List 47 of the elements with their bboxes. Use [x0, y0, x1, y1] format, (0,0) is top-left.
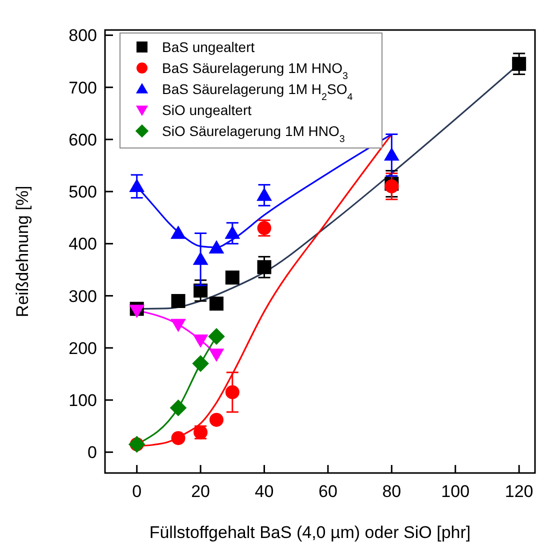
point — [192, 252, 208, 265]
point — [194, 284, 208, 298]
y-tick-label: 300 — [68, 286, 97, 306]
y-tick-label: 100 — [68, 391, 97, 410]
point — [257, 260, 272, 274]
y-tick-label: 700 — [68, 78, 97, 98]
point — [224, 226, 240, 239]
x-tick-label: 120 — [504, 482, 534, 501]
x-tick-label: 0 — [132, 482, 142, 501]
y-tick-label: 400 — [68, 234, 97, 254]
point — [208, 348, 224, 362]
point — [170, 399, 187, 416]
point — [192, 334, 208, 348]
point — [171, 294, 186, 308]
x-tick-label: 80 — [382, 482, 402, 501]
point — [170, 226, 186, 239]
point — [129, 178, 145, 192]
y-tick-label: 600 — [68, 130, 97, 150]
y-axis-title: Reißdehnung [%] — [13, 186, 32, 318]
legend-label: SiO ungealtert — [162, 102, 252, 118]
legend-label: SiO Säurelagerung 1M HNO$_{3}$ — [162, 123, 346, 144]
point — [512, 56, 526, 71]
point — [192, 355, 209, 372]
point — [225, 270, 240, 285]
point — [256, 188, 272, 201]
y-tick-label: 500 — [68, 182, 97, 202]
legend-label: BaS ungealtert — [162, 39, 255, 55]
x-tick-label: 60 — [318, 482, 338, 501]
y-tick-label: 0 — [88, 443, 97, 462]
point — [170, 318, 186, 332]
legend-label: BaS Säurelagerung 1M HNO$_{3}$ — [162, 60, 349, 82]
point — [129, 304, 145, 318]
x-axis-title: Füllstoffgehalt BaS (4,0 µm) oder SiO [phr] — [149, 523, 471, 542]
point — [208, 240, 224, 254]
y-tick-label: 800 — [68, 26, 97, 46]
y-tick-label: 200 — [68, 338, 97, 358]
point — [384, 147, 400, 161]
point — [171, 431, 186, 446]
point — [209, 296, 224, 311]
x-tick-label: 40 — [254, 482, 274, 501]
x-tick-label: 100 — [441, 482, 470, 501]
legend-label: BaS Säurelagerung 1M H$_{2}$SO$_{4}$ — [162, 81, 354, 102]
x-tick-label: 20 — [191, 482, 210, 501]
point — [209, 412, 224, 427]
point — [384, 179, 399, 194]
point — [208, 328, 225, 345]
point — [225, 385, 240, 400]
